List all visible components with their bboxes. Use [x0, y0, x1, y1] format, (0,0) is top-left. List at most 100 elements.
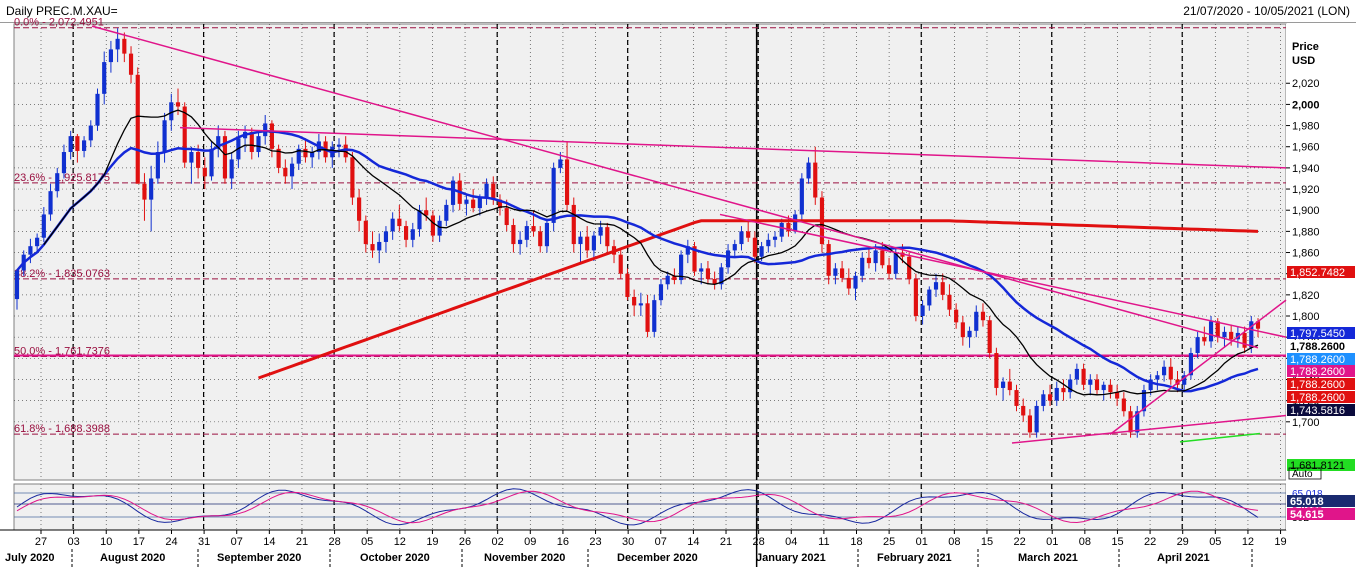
candle-body — [806, 162, 811, 179]
candle-body — [538, 231, 543, 247]
x-day-label: 08 — [948, 536, 960, 548]
candle-body — [1229, 331, 1234, 340]
candle-body — [162, 120, 167, 153]
candle-body — [1061, 387, 1066, 393]
y-tick-label: 1,800 — [1292, 311, 1320, 323]
price-tag — [1287, 266, 1355, 278]
candle-body — [155, 152, 160, 179]
candle-body — [189, 152, 194, 163]
candle-body — [578, 236, 583, 245]
candle-body — [518, 239, 523, 245]
x-month-label: April 2021 — [1157, 552, 1210, 564]
candle-body — [269, 123, 274, 149]
candle-body — [1068, 379, 1073, 393]
candle-body — [826, 244, 831, 276]
candle-body — [866, 257, 872, 264]
x-day-label: 23 — [589, 536, 601, 548]
x-day-label: 16 — [557, 536, 569, 548]
stoch-value-label: 54.615 — [1290, 509, 1324, 521]
candle-body — [960, 322, 965, 338]
candle-body — [967, 330, 972, 338]
x-day-label: 05 — [361, 536, 373, 548]
trendline-down-major — [91, 25, 1259, 349]
x-day-label: 08 — [1079, 536, 1091, 548]
fib-level-label: 0.0% - 2,072.4951 — [14, 17, 104, 29]
candle-body — [102, 62, 107, 94]
candle-body — [437, 220, 442, 236]
candle-body — [1222, 331, 1227, 338]
candle-body — [115, 38, 120, 50]
x-month-label: July 2020 — [5, 552, 55, 564]
x-day-label: 21 — [720, 536, 732, 548]
moving-average-mid — [16, 129, 1259, 393]
candle-body — [175, 102, 181, 107]
fib-level-label: 23.6% - 1,925.8175 — [14, 172, 110, 184]
trendline-green — [1179, 432, 1261, 443]
y-tick-label: 1,820 — [1292, 290, 1320, 302]
candle-body — [1074, 368, 1079, 380]
price-tag — [1287, 327, 1355, 339]
candle-body — [752, 237, 757, 257]
candle-body — [940, 282, 945, 295]
y-tick-label: 1,980 — [1292, 121, 1320, 133]
candle-body — [1141, 390, 1147, 412]
x-month-label: February 2021 — [877, 552, 952, 564]
candle-body — [638, 303, 643, 306]
candle-body — [88, 125, 93, 141]
candle-body — [591, 235, 596, 251]
candle-body — [1021, 405, 1026, 416]
price-tag — [1287, 378, 1355, 390]
stochastic-panel — [13, 483, 1287, 531]
x-day-label: 07 — [655, 536, 667, 548]
candle-body — [1047, 394, 1053, 401]
y-tick-label: 2,000 — [1292, 99, 1320, 111]
price-tag — [1287, 404, 1355, 416]
candle-body — [417, 210, 422, 230]
candle-body — [1041, 394, 1046, 406]
price-tag-label: 1,681.8121 — [1290, 460, 1345, 472]
x-month-label: November 2020 — [484, 552, 565, 564]
candle-body — [1001, 381, 1006, 388]
x-day-label: 11 — [818, 536, 829, 548]
price-tag-label: 1,797.5450 — [1290, 328, 1345, 340]
candle-body — [524, 226, 529, 240]
candle-body — [947, 294, 952, 310]
candle-body — [377, 241, 382, 251]
candle-body — [873, 250, 878, 264]
candle-body — [222, 136, 228, 179]
price-tag-label: 1,788.2600 — [1290, 379, 1345, 391]
x-day-label: 12 — [394, 536, 406, 548]
candle-body — [128, 53, 134, 75]
candle-body — [1128, 411, 1133, 433]
x-day-label: 28 — [328, 536, 340, 548]
x-day-label: 22 — [1144, 536, 1156, 548]
x-day-label: 28 — [753, 536, 765, 548]
candle-body — [652, 300, 657, 332]
fib-level-label: 61.8% - 1,688.3988 — [14, 423, 110, 435]
x-day-label: 12 — [1242, 536, 1254, 548]
candle-body — [853, 275, 858, 289]
x-month-label: March 2021 — [1018, 552, 1078, 564]
x-day-label: 01 — [1046, 536, 1058, 548]
price-tag — [1287, 391, 1355, 403]
candle-body — [1255, 321, 1261, 329]
candle-body — [766, 239, 771, 247]
chart-title: Daily PREC.M.XAU= — [6, 4, 118, 18]
candle-body — [249, 131, 254, 153]
candle-body — [1034, 405, 1039, 433]
stoch-value-tag — [1287, 495, 1355, 507]
candle-body — [1088, 379, 1093, 385]
stochastic-k-line — [16, 488, 1259, 526]
candle-body — [605, 227, 610, 247]
stoch-value-label: 65.018 — [1290, 496, 1324, 508]
candle-body — [1188, 353, 1193, 376]
candle-body — [1242, 332, 1247, 348]
stoch-tick-label: 65.018 — [1292, 489, 1323, 500]
x-day-label: 10 — [100, 536, 112, 548]
candle-body — [135, 74, 140, 184]
candle-body — [625, 273, 630, 297]
x-day-label: 02 — [492, 536, 504, 548]
x-month-label: October 2020 — [360, 552, 430, 564]
candle-body — [202, 167, 207, 177]
title-bar: Daily PREC.M.XAU= 21/07/2020 - 10/05/202… — [0, 0, 1356, 23]
